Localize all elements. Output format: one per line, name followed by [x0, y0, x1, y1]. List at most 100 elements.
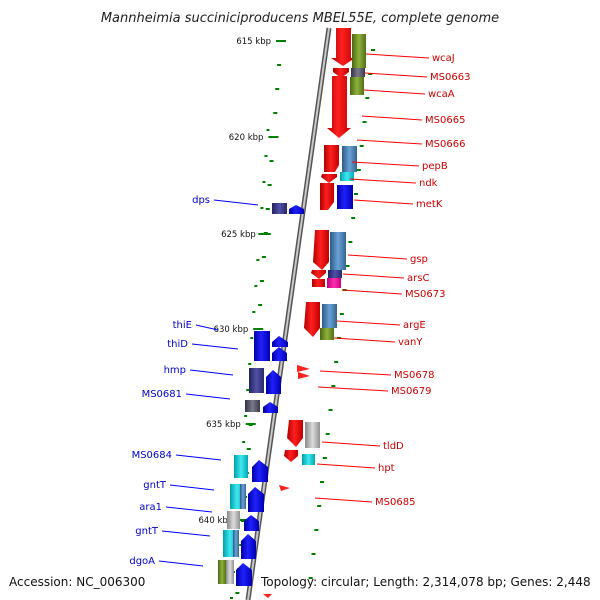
- leader-line: [189, 369, 234, 376]
- gene-label-dgoA[interactable]: dgoA: [129, 556, 155, 567]
- gene-thiD-arrow[interactable]: [272, 347, 287, 361]
- gene-hpt-box[interactable]: [302, 454, 315, 465]
- gene-MS0673-box[interactable]: [327, 278, 341, 288]
- scale-tick-label: 615 kbp: [236, 37, 271, 47]
- leader-line: [321, 441, 381, 447]
- gene-arsC-box[interactable]: [328, 270, 342, 278]
- gene-label-argE[interactable]: argE: [403, 320, 426, 331]
- leader-line: [175, 454, 222, 461]
- reverse-gene-labels: dps thiE thiD hmp MS0681 MS0684 gntT ara1 gntT dg…: [129, 195, 259, 567]
- leader-line: [361, 115, 423, 121]
- gene-MS0681-box[interactable]: [245, 400, 260, 412]
- leader-line: [342, 273, 405, 279]
- gene-gntT-arrow[interactable]: [248, 487, 264, 512]
- gene-dps-box[interactable]: [272, 203, 287, 214]
- gene-thiE-arrow[interactable]: [272, 336, 288, 347]
- gene-ara1-box[interactable]: [227, 511, 240, 529]
- gene-gsp-arrow[interactable]: [313, 230, 329, 270]
- gene-label-MS0678[interactable]: MS0678: [394, 370, 434, 381]
- gene-dgoA-box[interactable]: [218, 560, 226, 584]
- gene-hpt-arrow[interactable]: [284, 450, 298, 462]
- gene-gntT2-arrow[interactable]: [241, 534, 256, 559]
- gene-hmp-box[interactable]: [249, 368, 264, 393]
- gene-gntT-box-2[interactable]: [240, 484, 246, 509]
- gene-label-ara1[interactable]: ara1: [139, 502, 162, 513]
- gene-dps-arrow[interactable]: [289, 205, 304, 214]
- gene-label-wcaA[interactable]: wcaA: [428, 89, 455, 100]
- gene-label-MS0685[interactable]: MS0685: [375, 497, 415, 508]
- leader-line: [363, 89, 426, 95]
- gene-gsp-box[interactable]: [330, 232, 346, 270]
- gene-vanY-box[interactable]: [320, 328, 334, 340]
- gene-ndk-box[interactable]: [340, 172, 354, 181]
- gene-tldD-arrow[interactable]: [287, 420, 303, 447]
- gene-label-MS0665[interactable]: MS0665: [425, 115, 465, 126]
- gene-metK-arrow[interactable]: [320, 183, 334, 210]
- gene-label-vanY[interactable]: vanY: [398, 337, 423, 348]
- gene-label-hmp[interactable]: hmp: [164, 365, 186, 376]
- gene-label-ndk[interactable]: ndk: [419, 178, 438, 189]
- gene-gntT2-box-2[interactable]: [233, 530, 239, 557]
- gene-dgoA-arrow[interactable]: [236, 563, 252, 586]
- gene-label-gsp[interactable]: gsp: [410, 254, 428, 265]
- leader-line: [364, 72, 428, 78]
- gene-thiD-box[interactable]: [254, 331, 270, 361]
- leader-line: [365, 53, 430, 59]
- gene-pepB-arrow[interactable]: [321, 174, 337, 183]
- accession-text: Accession: NC_006300: [9, 575, 145, 589]
- leader-line: [347, 254, 408, 260]
- gene-dgoA-box-2[interactable]: [226, 560, 234, 584]
- scale-tick-label: 635 kbp: [206, 420, 241, 430]
- gene-label-dps[interactable]: dps: [192, 195, 210, 206]
- gene-label-arsC[interactable]: arsC: [407, 273, 429, 284]
- gene-MS0679-arrow[interactable]: [298, 372, 310, 379]
- leader-line: [351, 161, 420, 167]
- leader-line: [191, 343, 239, 350]
- gene-MS0673-arrow[interactable]: [312, 279, 325, 287]
- forward-gene-labels: wcaJ MS0663 wcaA MS0665 MS0666 pepB ndk metK gsp…: [314, 53, 470, 508]
- gene-tldD-box[interactable]: [305, 422, 320, 448]
- gene-MS0663-box[interactable]: [351, 68, 365, 77]
- gene-metK-box[interactable]: [337, 185, 353, 209]
- gene-label-gntT[interactable]: gntT: [135, 526, 159, 537]
- gene-hmp-arrow[interactable]: [266, 370, 281, 394]
- gene-MS0684-arrow[interactable]: [252, 460, 268, 482]
- gene-label-MS0684[interactable]: MS0684: [132, 450, 172, 461]
- gene-label-hpt[interactable]: hpt: [378, 463, 395, 474]
- gene-pepB-box[interactable]: [342, 146, 357, 172]
- gene-label-thiD[interactable]: thiD: [167, 339, 188, 350]
- gene-label-wcaJ[interactable]: wcaJ: [432, 53, 455, 64]
- gene-label-MS0663[interactable]: MS0663: [430, 72, 470, 83]
- scale-tick-label: 630 kbp: [214, 325, 249, 335]
- gene-MS0663-arrow[interactable]: [333, 68, 349, 78]
- gene-label-metK[interactable]: metK: [416, 199, 443, 210]
- leader-line: [158, 560, 204, 567]
- gene-arsC-arrow[interactable]: [311, 270, 326, 279]
- gene-label-tldD[interactable]: tldD: [383, 441, 404, 452]
- gene-wcaJ-box[interactable]: [352, 34, 366, 68]
- gene-MS0684-box[interactable]: [234, 455, 248, 478]
- leader-line: [316, 463, 376, 469]
- gene-label-thiE[interactable]: thiE: [173, 320, 192, 331]
- gene-MS0666-arrow[interactable]: [324, 145, 339, 172]
- gene-label-MS0681[interactable]: MS0681: [142, 389, 182, 400]
- gene-label-MS0673[interactable]: MS0673: [405, 289, 445, 300]
- leader-line: [349, 178, 417, 184]
- gene-MS0678-arrow[interactable]: [297, 365, 310, 372]
- gene-label-gntT[interactable]: gntT: [143, 480, 167, 491]
- gene-argE-arrow[interactable]: [304, 302, 320, 337]
- reverse-strand-genes: [218, 203, 304, 586]
- gene-MS0685-arrow[interactable]: [279, 485, 290, 491]
- gene-label-pepB[interactable]: pepB: [422, 161, 448, 172]
- gene-wcaJ-arrow[interactable]: [331, 28, 355, 66]
- gene-label-MS0666[interactable]: MS0666: [425, 139, 465, 150]
- gene-wcaA-arrow[interactable]: [327, 76, 351, 138]
- gene-wcaA-box[interactable]: [350, 77, 364, 95]
- gene-ara1-arrow[interactable]: [244, 515, 259, 531]
- gene-MS0681-arrow[interactable]: [263, 402, 278, 413]
- gene-label-MS0679[interactable]: MS0679: [391, 386, 431, 397]
- gene-argE-box[interactable]: [322, 304, 337, 328]
- leader-line: [336, 320, 401, 326]
- position-scale: 615 kbp 620 kbp 625 kbp 630 kbp 635 kbp 640 k…: [199, 37, 286, 594]
